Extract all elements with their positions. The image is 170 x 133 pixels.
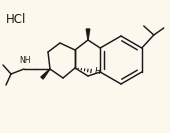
Polygon shape — [41, 69, 50, 79]
Polygon shape — [86, 29, 90, 40]
Text: H: H — [95, 66, 101, 76]
Text: HCl: HCl — [6, 13, 26, 26]
Text: NH: NH — [19, 56, 31, 65]
